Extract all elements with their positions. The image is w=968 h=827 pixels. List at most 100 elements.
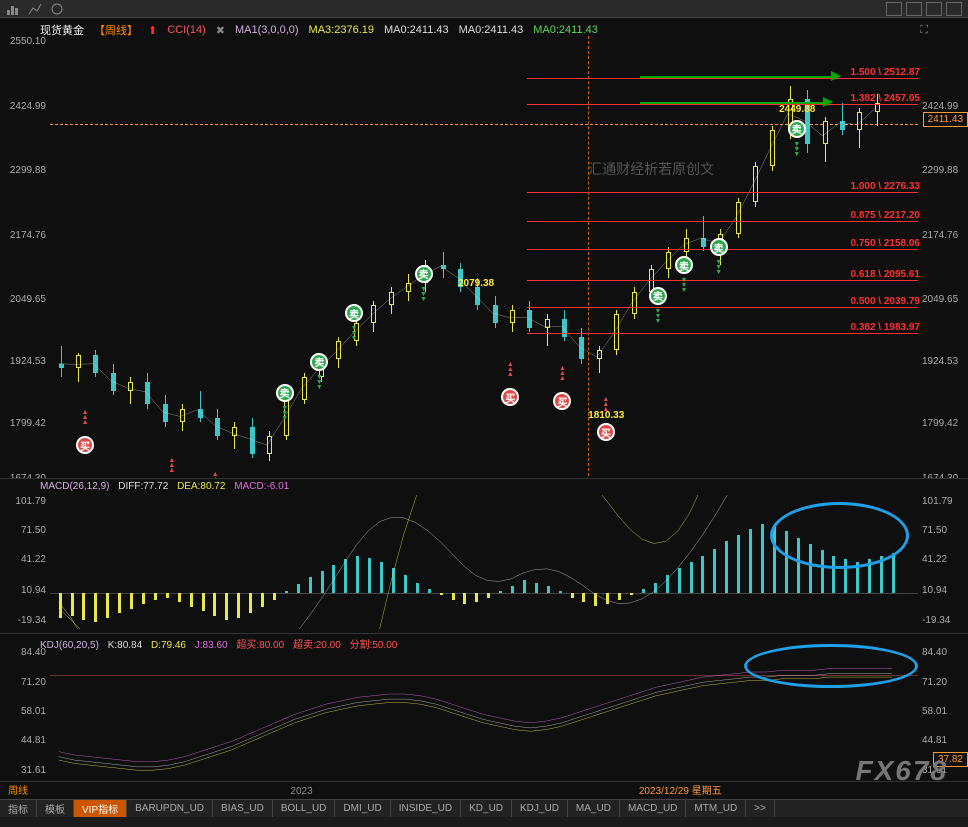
tab-模板[interactable]: 模板 bbox=[37, 800, 74, 817]
timeframe-label: 周线 bbox=[8, 782, 28, 797]
sell-marker: 卖 bbox=[415, 265, 433, 283]
period-label: 【周线】 bbox=[94, 22, 138, 38]
macd-header: MACD(26,12,9) DIFF:77.72 DEA:80.72 MACD:… bbox=[40, 481, 289, 492]
chart-type-icon[interactable] bbox=[6, 2, 20, 16]
cursor-date: 2023/12/29 星期五 bbox=[639, 782, 722, 797]
ma0c-readout: MA0:2411.43 bbox=[533, 24, 598, 36]
axis-tick: 2424.99 bbox=[10, 101, 46, 112]
kdj-d: D:79.46 bbox=[151, 640, 186, 651]
tab-macd_ud[interactable]: MACD_UD bbox=[620, 800, 686, 817]
kdj-split: 分割:50.00 bbox=[350, 640, 398, 651]
tab-mtm_ud[interactable]: MTM_UD bbox=[686, 800, 746, 817]
marker-arrows-icon: ▲▲▲ bbox=[597, 397, 615, 412]
target-arrow-head bbox=[831, 71, 841, 81]
tab-指标[interactable]: 指标 bbox=[0, 800, 37, 817]
expand-icon[interactable]: ⛶ bbox=[920, 24, 928, 37]
axis-tick: 1799.42 bbox=[10, 418, 46, 429]
layout-icon-2[interactable] bbox=[906, 2, 922, 16]
marker-arrows-icon: ▲▲▲ bbox=[76, 410, 94, 425]
symbol-name: 现货黄金 bbox=[40, 22, 84, 38]
tab-dmi_ud[interactable]: DMI_UD bbox=[335, 800, 390, 817]
marker-arrows-icon: ▼▼▼ bbox=[788, 142, 806, 157]
axis-tick: 2299.88 bbox=[922, 165, 958, 176]
main-chart[interactable]: 现货黄金 【周线】 ⬆ CCI(14) ✖ MA1(3,0,0,0) MA3:2… bbox=[0, 18, 968, 478]
indicator-icon[interactable] bbox=[28, 2, 42, 16]
axis-tick: 2174.76 bbox=[922, 230, 958, 241]
sell-marker: 卖 bbox=[276, 384, 294, 402]
sell-marker: 卖 bbox=[788, 120, 806, 138]
buy-marker: 买 bbox=[597, 423, 615, 441]
main-plot[interactable]: 汇通财经析若原创文 1.500 \ 2512.871.382 \ 2457.05… bbox=[50, 36, 918, 476]
axis-tick: 10.94 bbox=[21, 585, 46, 596]
kdj-os: 超卖:20.00 bbox=[293, 640, 341, 651]
marker-arrows-icon: ▼▼▼ bbox=[710, 260, 728, 275]
axis-tick: 2049.65 bbox=[10, 294, 46, 305]
kdj-left-axis: 84.4071.2058.0144.8131.61 bbox=[0, 634, 50, 781]
tab-inside_ud[interactable]: INSIDE_UD bbox=[391, 800, 461, 817]
ma-params: MA1(3,0,0,0) bbox=[235, 24, 299, 36]
kdj-j: J:83.60 bbox=[195, 640, 228, 651]
fib-label: 1.382 \ 2457.05 bbox=[850, 93, 920, 104]
axis-tick: 71.50 bbox=[21, 525, 46, 536]
axis-tick: 10.94 bbox=[922, 585, 947, 596]
sell-marker: 卖 bbox=[710, 238, 728, 256]
fib-label: 1.500 \ 2512.87 bbox=[850, 67, 920, 78]
kdj-plot[interactable] bbox=[50, 650, 918, 777]
marker-arrows-icon: ▼▼▼ bbox=[345, 326, 363, 341]
year-label: 2023 bbox=[290, 786, 312, 797]
axis-tick: 71.50 bbox=[922, 525, 947, 536]
macd-panel[interactable]: MACD(26,12,9) DIFF:77.72 DEA:80.72 MACD:… bbox=[0, 478, 968, 633]
layout-icon-1[interactable] bbox=[886, 2, 902, 16]
axis-tick: 1924.53 bbox=[10, 356, 46, 367]
main-left-axis: 2550.102424.992299.882174.762049.651924.… bbox=[0, 18, 50, 478]
cci-label: CCI(14) bbox=[167, 24, 206, 36]
tab-bias_ud[interactable]: BIAS_UD bbox=[213, 800, 273, 817]
axis-tick: 71.20 bbox=[922, 677, 947, 688]
price-annotation: 2449.88 bbox=[779, 104, 815, 115]
kdj-panel[interactable]: KDJ(60,20,5) K:80.84 D:79.46 J:83.60 超买:… bbox=[0, 633, 968, 781]
chart-header: 现货黄金 【周线】 ⬆ CCI(14) ✖ MA1(3,0,0,0) MA3:2… bbox=[40, 22, 928, 38]
price-annotation: 2079.38 bbox=[458, 278, 494, 289]
fib-line: 1.500 \ 2512.87 bbox=[527, 78, 918, 79]
axis-tick: 44.81 bbox=[922, 735, 947, 746]
marker-arrows-icon: ▲▲▲ bbox=[163, 458, 181, 473]
kdj-header: KDJ(60,20,5) K:80.84 D:79.46 J:83.60 超买:… bbox=[40, 636, 397, 651]
axis-tick: 2049.65 bbox=[922, 294, 958, 305]
sell-marker: 卖 bbox=[649, 287, 667, 305]
macd-right-axis: 101.7971.5041.2210.94-19.34 bbox=[918, 479, 968, 633]
kdj-highlight-ellipse bbox=[744, 644, 918, 688]
tab-kd_ud[interactable]: KD_UD bbox=[461, 800, 512, 817]
marker-arrows-icon: ▼▼▼ bbox=[310, 375, 328, 390]
tab-boll_ud[interactable]: BOLL_UD bbox=[273, 800, 336, 817]
settings-icon[interactable] bbox=[50, 2, 64, 16]
macd-diff: DIFF:77.72 bbox=[118, 481, 168, 492]
macd-plot[interactable] bbox=[50, 495, 918, 629]
bottom-tab-bar: 指标模板VIP指标BARUPDN_UDBIAS_UDBOLL_UDDMI_UDI… bbox=[0, 799, 968, 817]
axis-tick: 41.22 bbox=[21, 554, 46, 565]
macd-title: MACD(26,12,9) bbox=[40, 481, 109, 492]
kdj-k: K:80.84 bbox=[108, 640, 142, 651]
ma0b-readout: MA0:2411.43 bbox=[459, 24, 524, 36]
macd-val: MACD:-6.01 bbox=[234, 481, 289, 492]
axis-tick: 101.79 bbox=[922, 496, 953, 507]
sell-marker: 卖 bbox=[675, 256, 693, 274]
fib-label: 0.500 \ 2039.79 bbox=[850, 296, 920, 307]
macd-left-axis: 101.7971.5041.2210.94-19.34 bbox=[0, 479, 50, 633]
axis-tick: -19.34 bbox=[18, 615, 46, 626]
kdj-title: KDJ(60,20,5) bbox=[40, 640, 99, 651]
axis-tick: 71.20 bbox=[21, 677, 46, 688]
marker-arrows-icon: ▲▲▲ bbox=[501, 362, 519, 377]
axis-tick: 2299.88 bbox=[10, 165, 46, 176]
target-arrow-line bbox=[640, 76, 831, 78]
layout-icon-3[interactable] bbox=[926, 2, 942, 16]
tab-vip指标[interactable]: VIP指标 bbox=[74, 800, 127, 817]
tab-ma_ud[interactable]: MA_UD bbox=[568, 800, 620, 817]
axis-tick: 58.01 bbox=[922, 706, 947, 717]
tab->>[interactable]: >> bbox=[746, 800, 775, 817]
layout-icon-4[interactable] bbox=[946, 2, 962, 16]
tab-barupdn_ud[interactable]: BARUPDN_UD bbox=[127, 800, 213, 817]
tab-kdj_ud[interactable]: KDJ_UD bbox=[512, 800, 568, 817]
ma0a-readout: MA0:2411.43 bbox=[384, 24, 449, 36]
marker-arrows-icon: ▼▼▼ bbox=[415, 287, 433, 302]
time-axis: 周线 2023 2023/12/29 星期五 bbox=[0, 781, 968, 799]
